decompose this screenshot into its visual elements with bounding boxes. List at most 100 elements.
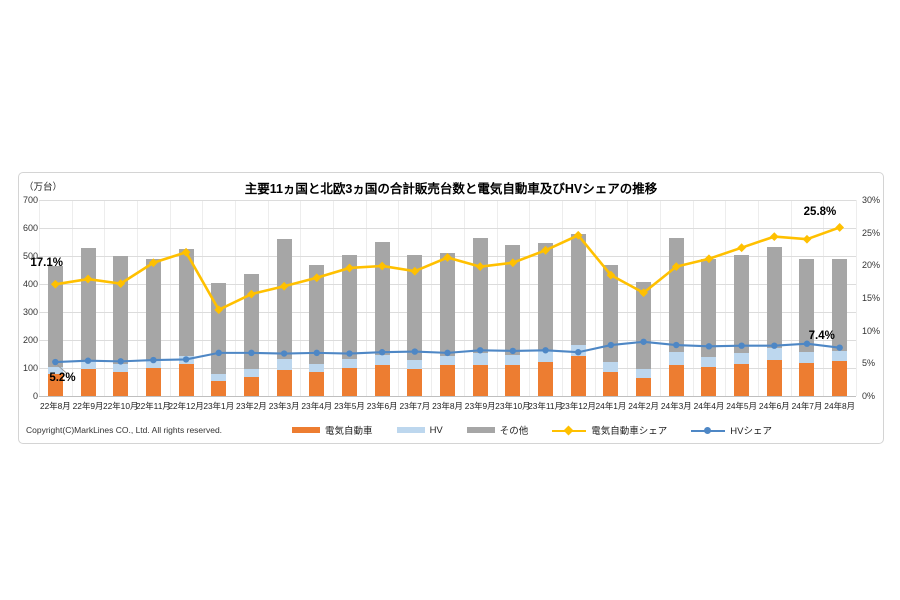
x-axis-category-label: 23年9月 xyxy=(464,401,496,411)
bar-segment-hv xyxy=(341,359,357,369)
hv-share-line-swatch-icon xyxy=(691,425,726,435)
bar-segment-ev xyxy=(113,371,129,396)
legend-label-ev-share: 電気自動車シェア xyxy=(591,426,668,437)
vertical-gridline xyxy=(169,200,171,396)
x-axis-category-label: 22年10月 xyxy=(102,401,139,411)
bar-segment-hv xyxy=(603,361,619,372)
hv-bar-swatch-icon xyxy=(396,427,425,433)
bar-segment-other xyxy=(505,245,521,355)
x-axis-category-label: 24年3月 xyxy=(660,401,692,411)
bar-segment-ev xyxy=(570,356,586,396)
legend-item-ev: 電気自動車 xyxy=(292,423,373,437)
bar-segment-ev xyxy=(538,361,554,396)
vertical-gridline xyxy=(757,200,759,396)
bar-segment-ev xyxy=(505,365,521,396)
bar-segment-ev xyxy=(440,365,455,396)
bar-segment-ev xyxy=(80,369,96,396)
bar-segment-other xyxy=(440,252,455,356)
bar-segment-ev xyxy=(178,363,194,396)
vertical-gridline xyxy=(104,200,106,396)
x-axis-category-label: 23年3月 xyxy=(268,401,300,411)
bar-segment-other xyxy=(407,254,423,360)
data-label-5.2pct: 5.2% xyxy=(49,372,76,385)
bar-segment-ev xyxy=(243,376,259,396)
bar-segment-hv xyxy=(538,351,554,362)
chart-title: 主要11ヵ国と北欧3ヵ国の合計販売台数と電気自動車及びHVシェアの推移 xyxy=(244,182,658,196)
legend-item-hv-share: HVシェア xyxy=(691,423,772,437)
x-axis-category-label: 22年8月 xyxy=(39,401,71,411)
bar-segment-other xyxy=(145,259,161,361)
bar-segment-hv xyxy=(766,348,782,360)
bar-segment-hv xyxy=(701,357,717,368)
x-axis-category-label: 23年1月 xyxy=(203,401,235,411)
bar-segment-hv xyxy=(113,364,129,372)
bar-segment-other xyxy=(80,247,96,362)
bar-segment-ev xyxy=(341,368,357,396)
bar-segment-ev xyxy=(734,364,750,396)
legend-item-ev-share: 電気自動車シェア xyxy=(552,423,667,437)
bar-segment-ev xyxy=(407,369,423,396)
vertical-gridline xyxy=(431,200,433,396)
ev-share-line-marker xyxy=(737,243,747,253)
bar-segment-other xyxy=(211,283,227,374)
vertical-gridline xyxy=(725,200,727,396)
bar-segment-hv xyxy=(440,355,455,366)
x-axis-category-label: 23年2月 xyxy=(236,401,267,411)
data-label-7.4pct: 7.4% xyxy=(808,329,835,342)
horizontal-gridline xyxy=(39,200,856,201)
vertical-gridline xyxy=(856,200,857,396)
left-axis-tick-label: 0 xyxy=(32,391,38,401)
ev-share-line-marker xyxy=(769,232,779,241)
left-axis-tick-label: 400 xyxy=(22,279,38,289)
x-axis-category-label: 23年10月 xyxy=(495,401,531,411)
legend-label-hv-share: HVシェア xyxy=(730,426,772,437)
copyright-text: Copyright(C)MarkLines CO., Ltd. All righ… xyxy=(26,425,223,435)
vertical-gridline xyxy=(202,200,204,396)
x-axis-category-label: 22年9月 xyxy=(72,401,104,411)
bar-segment-other xyxy=(636,281,652,369)
left-axis-tick-label: 500 xyxy=(22,251,38,261)
ev-bar-swatch-icon xyxy=(292,427,321,433)
x-axis-category-label: 22年11月 xyxy=(135,401,171,411)
bar-segment-ev xyxy=(211,381,227,396)
bar-segment-ev xyxy=(668,364,684,396)
bar-segment-hv xyxy=(80,361,96,370)
other-bar-swatch-icon xyxy=(466,427,495,433)
x-axis-line xyxy=(39,396,856,397)
legend-and-copyright-row: Copyright(C)MarkLines CO., Ltd. All righ… xyxy=(19,423,883,438)
x-axis-category-label: 23年4月 xyxy=(301,401,333,411)
vertical-gridline xyxy=(659,200,661,396)
x-axis-category-label: 24年4月 xyxy=(693,401,725,411)
bar-segment-hv xyxy=(570,345,586,357)
vertical-gridline xyxy=(300,200,302,396)
bar-segment-other xyxy=(701,259,717,358)
x-axis-category-label: 23年7月 xyxy=(399,401,431,411)
bar-segment-ev xyxy=(374,365,390,396)
bar-segment-other xyxy=(341,254,357,360)
bar-segment-hv xyxy=(47,366,63,374)
bar-segment-hv xyxy=(374,355,390,366)
bar-segment-ev xyxy=(832,360,848,396)
ev-share-line-swatch-icon xyxy=(552,425,587,435)
bar-segment-other xyxy=(243,274,259,369)
bar-segment-ev xyxy=(47,373,63,396)
left-axis-tick-label: 700 xyxy=(22,195,38,205)
bar-segment-hv xyxy=(799,352,815,364)
vertical-gridline xyxy=(463,200,465,396)
x-axis-category-label: 23年6月 xyxy=(366,401,398,411)
bar-segment-other xyxy=(113,256,129,365)
x-axis-category-label: 24年1月 xyxy=(595,401,627,411)
bar-segment-hv xyxy=(505,354,521,366)
bar-segment-other xyxy=(276,238,292,360)
vertical-gridline xyxy=(594,200,596,396)
right-axis-tick-label: 10% xyxy=(862,325,881,336)
vertical-gridline xyxy=(398,200,400,396)
x-axis-category-label: 23年11月 xyxy=(528,401,563,411)
legend-label-hv: HV xyxy=(429,424,443,436)
vertical-gridline xyxy=(692,200,694,396)
bar-segment-hv xyxy=(309,363,325,373)
bar-segment-other xyxy=(309,264,325,364)
vertical-gridline xyxy=(790,200,792,396)
bar-segment-hv xyxy=(243,368,259,377)
